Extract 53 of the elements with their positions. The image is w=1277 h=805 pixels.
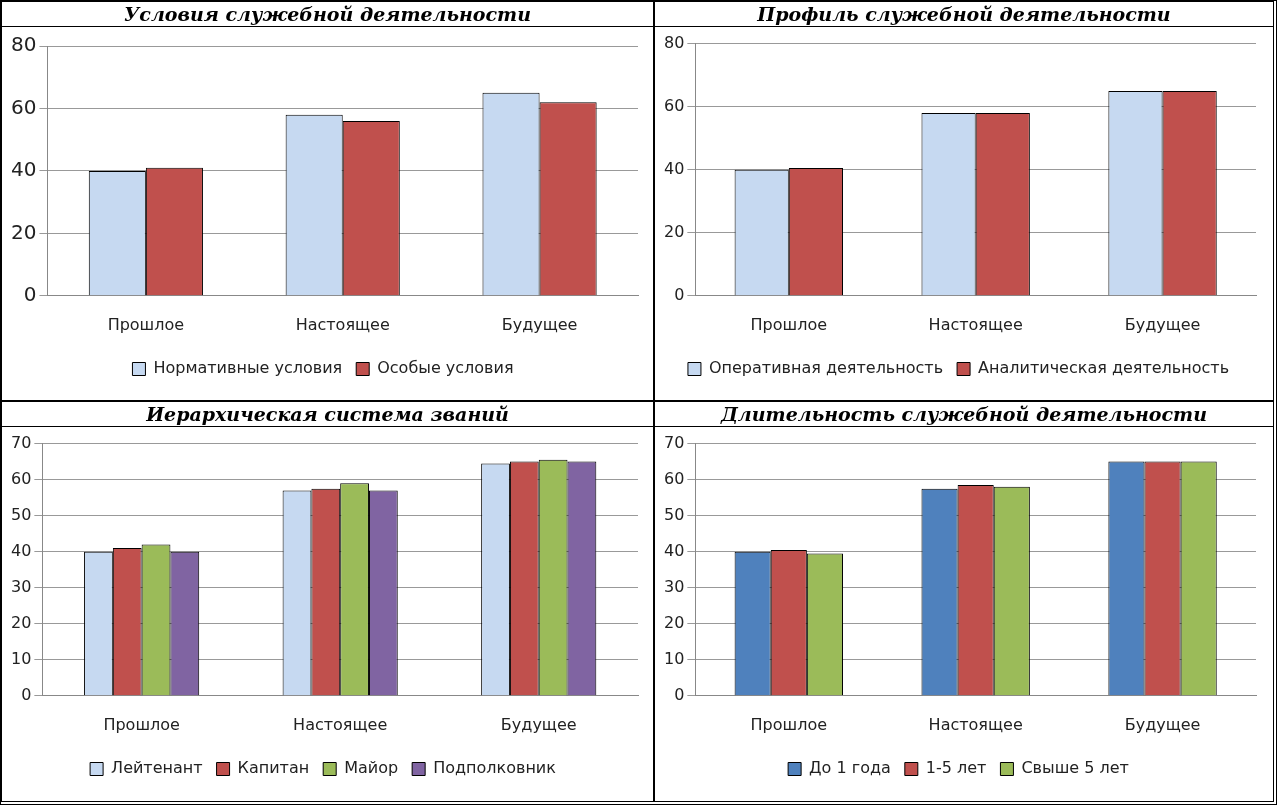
x-tick-label: Будущее: [501, 314, 578, 334]
y-tick-label: 40: [664, 158, 685, 178]
y-tick-label: 60: [11, 94, 37, 119]
legend-label: До 1 года: [809, 758, 891, 778]
x-tick-label: Прошлое: [750, 714, 828, 734]
x-tick-label: Будущее: [500, 714, 577, 734]
y-tick-label: 0: [21, 684, 32, 704]
y-tick-label: 60: [11, 468, 32, 488]
y-tick-label: 60: [664, 95, 685, 115]
legend-label: Подполковник: [433, 758, 557, 778]
y-tick-label: 40: [664, 540, 685, 560]
legend-label: 1-5 лет: [925, 758, 987, 778]
y-tick-label: 50: [11, 504, 32, 524]
chart-title: Иерархическая система званий: [2, 402, 653, 427]
y-tick-label: 0: [674, 684, 685, 704]
legend-label: Свыше 5 лет: [1021, 758, 1129, 778]
x-tick-label: Прошлое: [750, 314, 828, 334]
y-tick-label: 10: [11, 648, 32, 668]
y-tick-label: 0: [23, 282, 37, 306]
legend-label: Аналитическая деятельность: [978, 358, 1230, 378]
x-tick-label: Будущее: [1124, 714, 1201, 734]
y-tick-label: 30: [664, 576, 685, 596]
y-tick-label: 40: [11, 157, 37, 182]
y-tick-label: 20: [664, 612, 685, 632]
y-tick-label: 40: [11, 540, 32, 560]
chart-title: Условия служебной деятельности: [2, 2, 653, 27]
legend-label: Майор: [344, 758, 399, 778]
legend-label: Нормативные условия: [153, 358, 343, 378]
x-tick-label: Настоящее: [928, 314, 1023, 334]
y-tick-label: 30: [11, 576, 32, 596]
x-tick-label: Настоящее: [295, 314, 390, 334]
y-tick-label: 10: [664, 648, 685, 668]
legend-label: Капитан: [237, 758, 310, 778]
legend-label: Лейтенант: [111, 758, 203, 778]
y-tick-label: 20: [11, 219, 37, 244]
y-tick-label: 70: [11, 432, 32, 452]
x-tick-label: Настоящее: [928, 714, 1023, 734]
x-tick-label: Прошлое: [103, 714, 180, 734]
y-tick-label: 60: [664, 468, 685, 488]
chart-title: Длительность служебной деятельности: [655, 402, 1273, 427]
y-tick-label: 80: [664, 32, 685, 52]
x-tick-label: Настоящее: [293, 714, 388, 734]
legend-label: Особые условия: [377, 358, 514, 378]
y-tick-label: 70: [664, 432, 685, 452]
y-tick-label: 50: [664, 504, 685, 524]
y-tick-label: 80: [11, 32, 37, 57]
legend-label: Оперативная деятельность: [708, 358, 944, 378]
chart-title: Профиль служебной деятельности: [655, 2, 1273, 27]
x-tick-label: Прошлое: [107, 314, 185, 334]
y-tick-label: 20: [664, 221, 685, 241]
x-tick-label: Будущее: [1124, 314, 1201, 334]
y-tick-label: 20: [11, 612, 32, 632]
y-tick-label: 0: [674, 284, 685, 304]
